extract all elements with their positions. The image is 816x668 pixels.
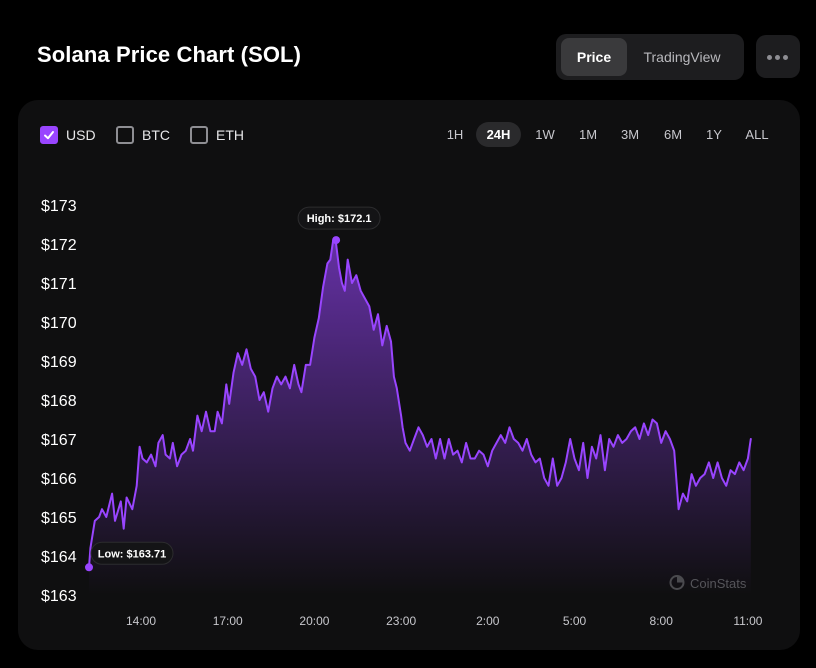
price-view-button[interactable]: Price <box>561 38 627 76</box>
x-tick-label: 11:00 <box>733 614 762 628</box>
y-tick-label: $173 <box>41 198 77 215</box>
x-tick-label: 20:00 <box>299 614 329 628</box>
currency-label-btc: BTC <box>142 127 170 143</box>
range-24h-button[interactable]: 24H <box>476 122 521 147</box>
range-all-button[interactable]: ALL <box>745 127 769 142</box>
range-6m-button[interactable]: 6M <box>663 127 683 142</box>
x-tick-label: 5:00 <box>563 614 587 628</box>
range-1m-button[interactable]: 1M <box>578 127 598 142</box>
y-tick-label: $170 <box>41 315 77 332</box>
watermark-text: CoinStats <box>690 576 747 591</box>
high-price-point <box>332 236 341 245</box>
y-tick-label: $168 <box>41 393 77 410</box>
ellipsis-icon <box>775 55 780 60</box>
y-tick-label: $165 <box>41 510 77 527</box>
currency-option-usd[interactable]: USD <box>40 126 96 144</box>
currency-label-usd: USD <box>66 127 96 143</box>
x-tick-label: 2:00 <box>476 614 500 628</box>
low-price-bubble <box>90 541 174 565</box>
price-line <box>88 239 752 569</box>
checkmark-icon <box>44 131 54 140</box>
range-1y-button[interactable]: 1Y <box>706 127 722 142</box>
currency-option-eth[interactable]: ETH <box>190 126 244 144</box>
currency-label-eth: ETH <box>216 127 244 143</box>
low-price-point <box>85 563 93 572</box>
tradingview-view-button[interactable]: TradingView <box>643 49 721 65</box>
checkbox-eth[interactable] <box>190 126 208 144</box>
y-tick-label: $166 <box>41 471 77 488</box>
page-title: Solana Price Chart (SOL) <box>37 42 302 67</box>
y-tick-label: $167 <box>41 432 77 449</box>
y-tick-label: $172 <box>41 237 77 254</box>
price-area <box>89 240 751 595</box>
ellipsis-icon <box>783 55 788 60</box>
range-1h-button[interactable]: 1H <box>446 127 464 142</box>
y-tick-label: $164 <box>41 549 77 566</box>
range-3m-button[interactable]: 3M <box>620 127 640 142</box>
y-tick-label: $169 <box>41 354 77 371</box>
checkbox-usd[interactable] <box>40 126 58 144</box>
y-tick-label: $171 <box>41 276 77 293</box>
coinstats-logo-icon <box>677 576 684 583</box>
x-tick-label: 14:00 <box>126 614 156 628</box>
high-price-label: High: $172.1 <box>307 213 372 225</box>
currency-option-btc[interactable]: BTC <box>116 126 170 144</box>
more-options-button[interactable] <box>756 35 800 78</box>
range-1w-button[interactable]: 1W <box>535 127 555 142</box>
checkbox-btc[interactable] <box>116 126 134 144</box>
low-price-label: Low: $163.71 <box>98 548 166 560</box>
view-toggle: Price TradingView <box>556 34 744 80</box>
x-tick-label: 8:00 <box>650 614 674 628</box>
x-tick-label: 23:00 <box>386 614 416 628</box>
ellipsis-icon <box>767 55 772 60</box>
x-tick-label: 17:00 <box>213 614 243 628</box>
y-tick-label: $163 <box>41 588 77 605</box>
watermark: CoinStats <box>669 575 747 591</box>
high-price-bubble <box>297 206 381 230</box>
